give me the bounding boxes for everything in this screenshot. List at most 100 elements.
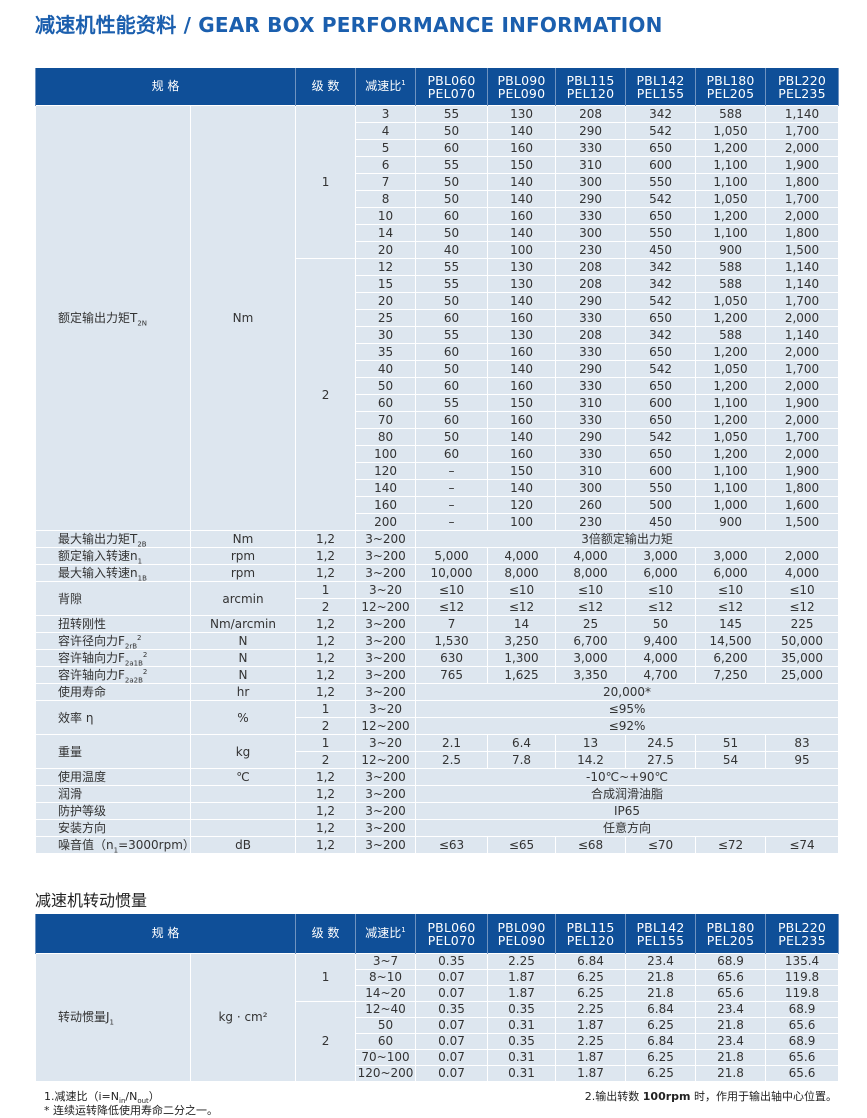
- value-cell: 68.9: [695, 953, 767, 970]
- value-cell: 1,140: [765, 275, 840, 293]
- label-text: 最大输入转速n: [58, 566, 138, 580]
- ratio-cell: 14: [355, 224, 417, 242]
- value-cell: 55: [415, 258, 489, 276]
- value-cell: 0.35: [487, 1001, 557, 1018]
- value-cell: 21.8: [625, 969, 697, 986]
- inertia-table: 规 格级 数减速比1 PBL060 PEL070 PBL090 PEL090 PBL115…: [34, 914, 840, 1082]
- value-cell: 130: [487, 275, 557, 293]
- row-label: 容许轴向力F2a1B2: [35, 649, 191, 667]
- model-name: PBL142: [636, 72, 685, 88]
- value-cell: 765: [415, 666, 489, 684]
- footnote-text: 2.输出转数: [584, 1090, 643, 1103]
- footnote-force: 2.输出转数 100rpm 时，作用于输出轴中心位置。: [585, 1088, 837, 1104]
- value-cell: 330: [555, 139, 627, 157]
- value-cell: 50: [415, 122, 489, 140]
- spec-row: 扭转刚性 Nm/arcmin 1,2 3~200 7 14 25 50 145 225: [35, 615, 840, 633]
- model-name: PBL220: [777, 919, 827, 935]
- value-cell: 6,700: [555, 632, 627, 650]
- inertia-row: 14~20 0.07 1.87 6.25 21.8 65.6 119.8: [36, 985, 840, 1002]
- value-cell: 1,700: [765, 190, 840, 208]
- value-cell: 55: [415, 105, 489, 123]
- ratio-cell: 70: [355, 411, 417, 429]
- spec-row: 重量 kg 1 3~20 2.1 6.4 13 24.5 51 83: [35, 734, 840, 769]
- value-cell: 150: [487, 394, 557, 412]
- label-text: 使用寿命: [58, 685, 107, 699]
- value-cell: 1.87: [555, 1049, 627, 1066]
- stage-cell: 1: [295, 581, 357, 599]
- value-cell: 100: [487, 241, 557, 259]
- model-name: PEL235: [778, 932, 826, 948]
- value-cell: 0.31: [487, 1049, 557, 1066]
- ratio-cell: 3~200: [355, 768, 417, 786]
- value-cell: 140: [487, 122, 557, 140]
- value-cell: 83: [765, 734, 840, 752]
- value-cell: 230: [555, 241, 627, 259]
- value-cell: ≤10: [415, 581, 489, 599]
- value-cell: 120: [487, 496, 557, 514]
- ratio-cell: 140: [355, 479, 417, 497]
- value-cell: 550: [625, 224, 697, 242]
- ratio-cell: 40: [355, 360, 417, 378]
- label-text: 容许轴向力F: [58, 668, 125, 682]
- value-cell: 2,000: [765, 343, 840, 361]
- value-cell: 600: [625, 394, 697, 412]
- inertia-row: 8~10 0.07 1.87 6.25 21.8 65.6 119.8: [36, 969, 840, 986]
- label-text: 容许径向力F: [58, 634, 125, 648]
- stage-cell: 1,2: [295, 666, 357, 684]
- value-cell: 140: [487, 190, 557, 208]
- value-cell: 23.4: [695, 1001, 767, 1018]
- page-title: 减速机性能资料 / GEAR BOX PERFORMANCE INFORMATI…: [35, 13, 663, 37]
- value-cell: 4,000: [625, 649, 697, 667]
- value-cell: 6,000: [695, 564, 767, 582]
- model-name: PEL070: [427, 932, 476, 948]
- label-subscript: 2a2B: [124, 676, 143, 685]
- merged-value-cell: ≤92%: [415, 717, 840, 735]
- label-text: 额定输出力矩T: [58, 311, 138, 325]
- footnote-text: 时，作用于输出轴中心位置。: [690, 1090, 837, 1103]
- inertia-row: 50 0.07 0.31 1.87 6.25 21.8 65.6: [36, 1017, 840, 1034]
- value-cell: ≤10: [765, 581, 840, 599]
- value-cell: 60: [415, 343, 489, 361]
- value-cell: 50: [415, 224, 489, 242]
- value-cell: 1,100: [695, 173, 767, 191]
- row-label: 容许轴向力F2a2B2: [35, 666, 191, 685]
- value-cell: 60: [415, 139, 489, 157]
- inertia-section-title: 减速机转动惯量: [35, 891, 148, 910]
- ratio-cell: 5: [355, 139, 417, 157]
- ratio-cell: 3~200: [355, 666, 417, 684]
- column-header-model: PBL142 PEL155: [625, 914, 697, 954]
- spec-row: 使用寿命 hr 1,2 3~200 20,000*: [35, 683, 840, 701]
- torque-row: 额定输出力矩T2N Nm 1 3 55 130 208 342 588 1,140: [35, 105, 840, 531]
- column-header-model: PBL220 PEL235: [765, 68, 840, 106]
- stage-cell: 2: [295, 717, 357, 735]
- ratio-cell: 15: [355, 275, 417, 293]
- value-cell: 588: [695, 258, 767, 276]
- row-label: 背隙: [35, 581, 191, 616]
- column-header-spec: 规 格: [34, 914, 297, 954]
- value-cell: 3,350: [555, 666, 627, 684]
- value-cell: 1,600: [765, 496, 840, 514]
- value-cell: 1,500: [765, 513, 840, 531]
- value-cell: 1,300: [487, 649, 557, 667]
- value-cell: ≤12: [695, 598, 767, 616]
- value-cell: –: [415, 479, 489, 497]
- value-cell: 330: [555, 377, 627, 395]
- value-cell: 7.8: [487, 751, 557, 769]
- value-cell: 0.07: [415, 1017, 489, 1034]
- spec-row: 安装方向 1,2 3~200 任意方向: [35, 819, 840, 837]
- value-cell: 21.8: [695, 1049, 767, 1066]
- value-cell: 310: [555, 462, 627, 480]
- value-cell: –: [415, 462, 489, 480]
- value-cell: ≤12: [487, 598, 557, 616]
- value-cell: 21.8: [625, 985, 697, 1002]
- model-name: PEL090: [497, 932, 546, 948]
- value-cell: 1,200: [695, 139, 767, 157]
- label-text: 最大输出力矩T: [58, 532, 138, 546]
- value-cell: 1,900: [765, 156, 840, 174]
- value-cell: 330: [555, 207, 627, 225]
- label-subscript: 1: [137, 557, 143, 566]
- ratio-cell: 60: [355, 1033, 417, 1050]
- value-cell: 6.25: [625, 1049, 697, 1066]
- torque-row: 20 40 100 230 450 900 1,500: [36, 241, 840, 259]
- value-cell: 65.6: [765, 1017, 840, 1034]
